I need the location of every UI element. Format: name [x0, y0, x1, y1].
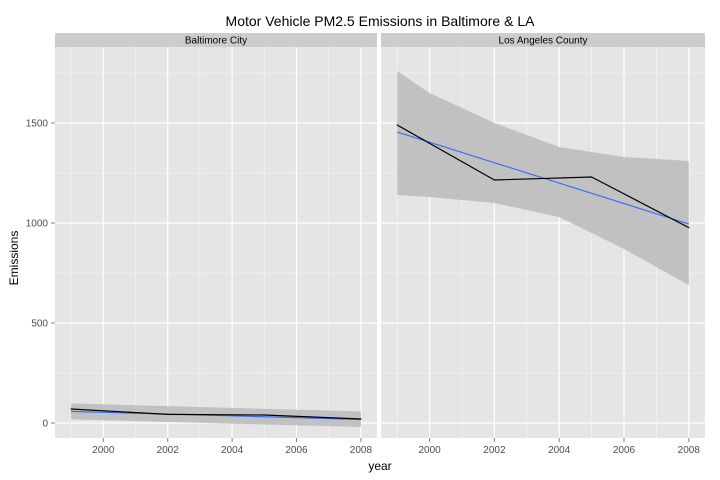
facet-label-los-angeles-county: Los Angeles County [499, 36, 588, 47]
x-tick-label-baltimore-city-2006: 2006 [285, 445, 308, 456]
facet-strip-los-angeles-county [381, 33, 705, 47]
x-tick-label-los-angeles-county-2008: 2008 [678, 445, 701, 456]
y-tick-label-500: 500 [31, 319, 48, 330]
trend-line-baltimore-city [71, 410, 361, 420]
x-tick-label-los-angeles-county-2004: 2004 [548, 445, 571, 456]
y-tick-label-1000: 1000 [26, 219, 49, 230]
x-tick-label-baltimore-city-2004: 2004 [221, 445, 244, 456]
facet-los-angeles-county: Los Angeles County [381, 33, 705, 438]
y-axis-title: Emissions [7, 231, 21, 286]
x-tick-label-baltimore-city-2002: 2002 [157, 445, 180, 456]
observed-line-baltimore-city [70, 408, 362, 420]
facets-layer: Baltimore City Los Angeles County [55, 33, 705, 438]
x-axis-layer: 2000 2002 2004 2006 2008 2000 2002 2004 2006 2008 [92, 438, 700, 456]
x-tick-label-baltimore-city-2008: 2008 [350, 445, 373, 456]
observed-line-los-angeles-county [396, 124, 690, 229]
y-tick-label-0: 0 [42, 419, 48, 430]
x-tick-label-los-angeles-county-2002: 2002 [483, 445, 506, 456]
x-tick-label-los-angeles-county-2006: 2006 [613, 445, 636, 456]
x-tick-label-los-angeles-county-2000: 2000 [418, 445, 441, 456]
x-axis-title: year [368, 459, 391, 473]
facet-strip-baltimore-city [55, 33, 377, 47]
y-tick-label-1500: 1500 [26, 119, 49, 130]
facet-label-baltimore-city: Baltimore City [185, 36, 247, 47]
x-tick-label-baltimore-city-2000: 2000 [92, 445, 115, 456]
y-axis-layer: 0 500 1000 1500 [26, 119, 55, 430]
chart-title: Motor Vehicle PM2.5 Emissions in Baltimo… [226, 13, 536, 29]
facet-baltimore-city: Baltimore City [55, 33, 377, 438]
